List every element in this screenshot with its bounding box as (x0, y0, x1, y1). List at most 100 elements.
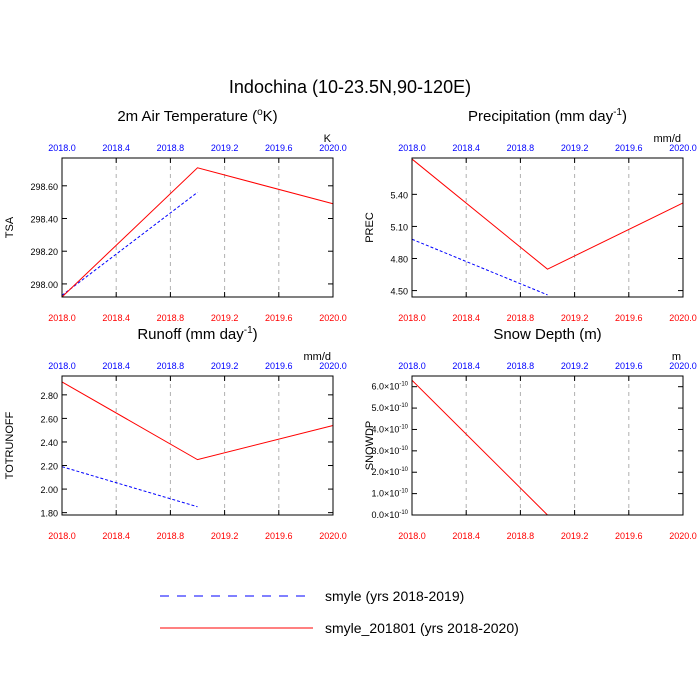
y-tick-label: 298.40 (30, 215, 58, 225)
x-tick-label-bottom: 2020.0 (669, 313, 697, 323)
y-tick-label: 5.10 (390, 222, 408, 232)
y-tick-label: 5.0×10-10 (372, 403, 409, 413)
x-tick-label-bottom: 2018.8 (507, 531, 535, 541)
y-tick-label: 3.0×10-10 (372, 446, 409, 456)
unit-label: m (672, 351, 681, 363)
y-tick-label: 1.0×10-10 (372, 489, 409, 499)
series-line-smyle-201801 (61, 167, 334, 298)
x-tick-label-top: 2018.4 (452, 143, 480, 153)
x-tick-label-top: 2019.6 (615, 361, 643, 371)
panel-title: 2m Air Temperature (oK) (117, 107, 277, 125)
plot-frame (61, 375, 334, 516)
x-tick-label-bottom: 2019.6 (265, 531, 293, 541)
x-tick-label-top: 2018.0 (398, 143, 426, 153)
x-tick-label-top: 2020.0 (669, 361, 697, 371)
legend: smyle (yrs 2018-2019) smyle_201801 (yrs … (160, 588, 519, 636)
y-tick-label: 2.00 (40, 485, 58, 495)
chart-panel-tsa: 2m Air Temperature (oK) K 2018.0 2018.0 2018… (4, 107, 347, 323)
x-tick-label-top: 2020.0 (319, 361, 347, 371)
x-tick-label-bottom: 2018.8 (157, 313, 185, 323)
y-tick-label: 2.0×10-10 (372, 467, 409, 477)
y-tick-label: 0.0×10-10 (372, 510, 409, 520)
plot-frame (411, 375, 684, 516)
x-tick-label-top: 2018.8 (157, 143, 185, 153)
x-tick-label-top: 2019.2 (561, 361, 589, 371)
x-tick-label-top: 2019.2 (211, 361, 239, 371)
series-line-smyle (61, 466, 198, 508)
legend-label-smyle-201801: smyle_201801 (yrs 2018-2020) (325, 620, 519, 636)
x-tick-label-top: 2018.8 (157, 361, 185, 371)
unit-label: mm/d (304, 351, 332, 363)
x-tick-label-top: 2018.0 (398, 361, 426, 371)
x-tick-label-bottom: 2019.2 (561, 531, 589, 541)
x-tick-label-bottom: 2018.4 (452, 531, 480, 541)
x-tick-label-top: 2020.0 (669, 143, 697, 153)
x-tick-label-bottom: 2019.6 (265, 313, 293, 323)
x-tick-label-bottom: 2020.0 (319, 531, 347, 541)
y-tick-label: 1.80 (40, 509, 58, 519)
x-tick-label-bottom: 2019.2 (211, 531, 239, 541)
x-tick-label-bottom: 2019.2 (211, 313, 239, 323)
y-axis-label: PREC (364, 212, 376, 243)
x-tick-label-top: 2018.4 (102, 361, 130, 371)
chart-panels: 2m Air Temperature (oK) K 2018.0 2018.0 2018… (4, 107, 697, 541)
x-tick-label-bottom: 2019.2 (561, 313, 589, 323)
x-tick-label-bottom: 2018.0 (48, 531, 76, 541)
x-tick-label-bottom: 2018.0 (48, 313, 76, 323)
x-tick-label-top: 2019.6 (265, 143, 293, 153)
y-tick-label: 4.80 (390, 255, 408, 265)
y-tick-label: 298.00 (30, 280, 58, 290)
x-tick-label-top: 2018.0 (48, 361, 76, 371)
x-tick-label-bottom: 2019.6 (615, 531, 643, 541)
x-tick-label-bottom: 2018.0 (398, 531, 426, 541)
y-tick-label: 2.60 (40, 414, 58, 424)
y-tick-label: 6.0×10-10 (372, 382, 409, 392)
y-axis-label: TOTRUNOFF (4, 411, 16, 479)
x-tick-label-top: 2018.0 (48, 143, 76, 153)
x-tick-label-bottom: 2020.0 (319, 313, 347, 323)
panel-title: Precipitation (mm day-1) (468, 107, 627, 125)
panel-title: Snow Depth (m) (493, 326, 601, 343)
x-tick-label-top: 2020.0 (319, 143, 347, 153)
x-tick-label-bottom: 2018.8 (157, 531, 185, 541)
chart-panel-prec: Precipitation (mm day-1) mm/d 2018.0 2018.0… (364, 107, 697, 323)
x-tick-label-bottom: 2018.4 (452, 313, 480, 323)
x-tick-label-top: 2018.8 (507, 143, 535, 153)
panel-title: Runoff (mm day-1) (137, 325, 257, 343)
y-tick-label: 5.40 (390, 190, 408, 200)
chart-panel-snowdp: Snow Depth (m) m 2018.0 2018.0 2018.4 2018.4 2… (364, 326, 697, 541)
x-tick-label-bottom: 2018.4 (102, 531, 130, 541)
x-tick-label-bottom: 2020.0 (669, 531, 697, 541)
unit-label: mm/d (654, 133, 682, 145)
unit-label: K (324, 133, 332, 145)
chart-panel-totrunoff: Runoff (mm day-1) mm/d 2018.0 2018.0 2018.4 2… (4, 325, 347, 541)
x-tick-label-top: 2019.2 (561, 143, 589, 153)
series-line-smyle-201801 (411, 379, 683, 516)
x-tick-label-top: 2019.6 (265, 361, 293, 371)
legend-label-smyle: smyle (yrs 2018-2019) (325, 588, 464, 604)
x-tick-label-top: 2019.6 (615, 143, 643, 153)
plot-frame (411, 157, 684, 298)
series-line-smyle-201801 (411, 158, 684, 270)
x-tick-label-top: 2018.8 (507, 361, 535, 371)
y-tick-label: 4.50 (390, 287, 408, 297)
plot-frame (61, 157, 334, 298)
y-axis-label: TSA (4, 216, 16, 238)
x-tick-label-top: 2019.2 (211, 143, 239, 153)
x-tick-label-top: 2018.4 (452, 361, 480, 371)
y-axis-label: SNOWDP (364, 421, 376, 471)
y-tick-label: 2.20 (40, 462, 58, 472)
y-tick-label: 2.80 (40, 391, 58, 401)
x-tick-label-bottom: 2019.6 (615, 313, 643, 323)
x-tick-label-top: 2018.4 (102, 143, 130, 153)
series-line-smyle (411, 238, 548, 296)
y-tick-label: 4.0×10-10 (372, 424, 409, 434)
series-line-smyle (61, 191, 198, 296)
x-tick-label-bottom: 2018.8 (507, 313, 535, 323)
x-tick-label-bottom: 2018.4 (102, 313, 130, 323)
y-tick-label: 2.40 (40, 438, 58, 448)
y-tick-label: 298.20 (30, 247, 58, 257)
series-line-smyle-201801 (61, 381, 334, 461)
figure-title: Indochina (10-23.5N,90-120E) (229, 77, 471, 97)
